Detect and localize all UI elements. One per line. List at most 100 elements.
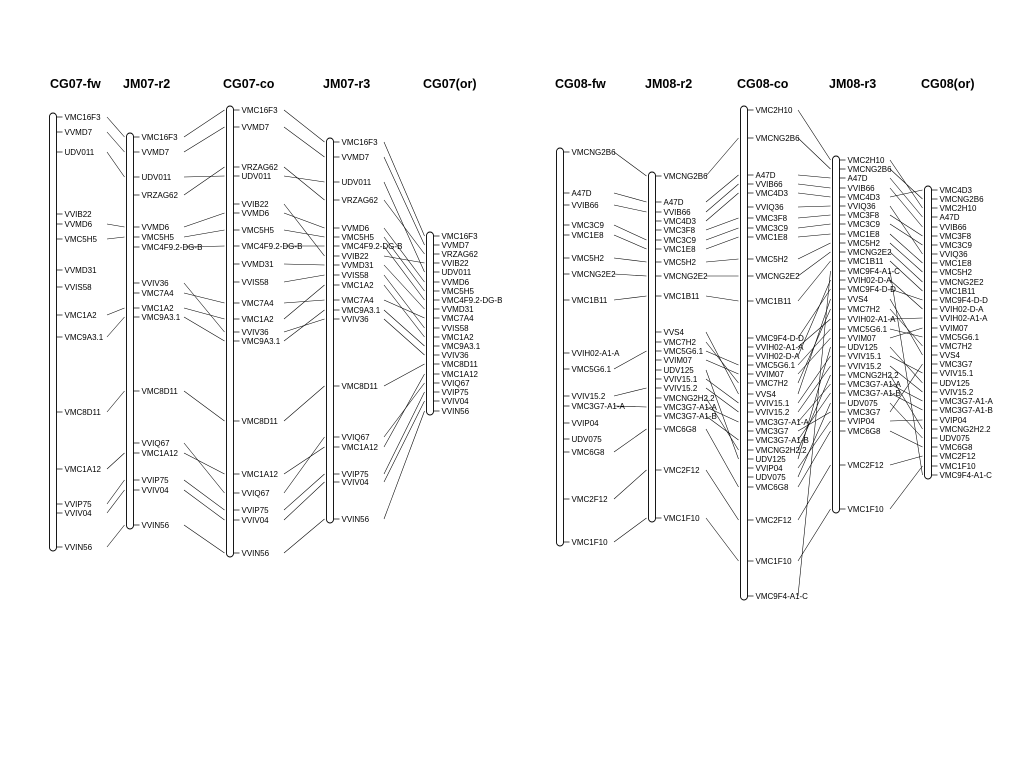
marker-label: VVIP04 [572, 419, 600, 428]
marker-link-vmc7h2 [705, 341, 739, 384]
marker-label: VVIQ36 [756, 203, 785, 212]
marker-label: VVMD7 [442, 241, 470, 250]
marker-label: VRZAG62 [342, 196, 379, 205]
marker-link-vmc4f9-2-dg-b [183, 245, 225, 248]
marker-label: UDV011 [242, 172, 272, 181]
marker-label: VMC5H5 [142, 233, 175, 242]
marker-label: VMC9A3.1 [242, 337, 281, 346]
map-title: JM08-r3 [829, 77, 876, 91]
marker-link-a47d [705, 174, 739, 203]
marker-label: VMC1A12 [342, 443, 379, 452]
marker-label: VMCNG2E2 [664, 272, 709, 281]
marker-link-vmc8d11 [383, 363, 425, 387]
marker-label: VMC5H2 [940, 268, 973, 277]
map-title: CG07-fw [50, 77, 101, 91]
marker-link-a47d [797, 174, 831, 179]
marker-link-vmcng2b6 [705, 137, 739, 177]
marker-link-vmc1a2 [106, 307, 125, 316]
marker-label: VVMD7 [342, 153, 370, 162]
marker-label: VVIQ67 [242, 489, 271, 498]
marker-label: VMC4D3 [848, 193, 881, 202]
chromosome-bar [740, 105, 748, 601]
marker-label: VMCNG2E2 [756, 272, 801, 281]
marker-link-vmc5g6-1 [705, 350, 739, 366]
chromosome-bar [556, 147, 564, 547]
marker-link-vmc4f9-2-dg-b [383, 245, 425, 301]
marker-link-vvmd7 [283, 126, 325, 158]
marker-label: VVIB22 [242, 200, 270, 209]
marker-link-vmc1a12 [383, 373, 425, 448]
map-jm07-r2: JM07-r2VMC16F3VVMD7UDV011VRZAG62VVMD6VMC… [123, 77, 202, 530]
marker-label: VVMD31 [342, 261, 375, 270]
linkage-groups: CG07-fwVMC16F3VVMD7UDV011VVIB22VVMD6VMC5… [49, 77, 994, 601]
marker-label: UDV011 [142, 173, 172, 182]
map-title: CG08-fw [555, 77, 606, 91]
marker-label: VMC1B11 [756, 297, 792, 306]
marker-link-vmc1f10 [613, 517, 647, 543]
marker-label: VMC2H10 [848, 156, 885, 165]
marker-label: VVIB22 [342, 252, 370, 261]
marker-label: VMC3G7-A1-A [756, 418, 810, 427]
marker-label: VVIN56 [242, 549, 270, 558]
marker-link-vmc1e8 [889, 233, 923, 264]
marker-label: VMC16F3 [342, 138, 379, 147]
marker-label: VMC5G6.1 [848, 325, 888, 334]
marker-link-vmc1a2 [183, 307, 225, 320]
marker-label: VMC3F8 [756, 214, 788, 223]
marker-label: VMCNG2E2 [940, 278, 985, 287]
marker-label: VMC1A2 [342, 281, 375, 290]
marker-label: VMCNG2H2.2 [756, 446, 808, 455]
marker-label: VMC3C9 [848, 220, 881, 229]
marker-label: VVIV04 [342, 478, 370, 487]
marker-link-vmc1f10 [797, 508, 831, 562]
marker-label: VMC9F4-A1-C [940, 471, 993, 480]
map-title: CG07-co [223, 77, 275, 91]
marker-label: VMC7H2 [848, 305, 881, 314]
marker-link-vvih02-d-a [797, 279, 831, 357]
marker-label: VVIB22 [442, 259, 470, 268]
marker-label: VMC3F8 [940, 232, 972, 241]
marker-link-vvin56 [106, 524, 125, 548]
map-jm07-r3: JM07-r3VMC16F3VVMD7UDV011VRZAG62VVMD6VMC… [323, 77, 402, 524]
marker-link-vmc3f8 [797, 214, 831, 219]
marker-label: VVMD31 [442, 305, 475, 314]
marker-label: VVIP75 [65, 500, 93, 509]
marker-label: VVIB66 [848, 184, 876, 193]
marker-label: VVIV36 [242, 328, 270, 337]
marker-label: VVMD7 [65, 128, 93, 137]
marker-label: VVIB22 [65, 210, 93, 219]
marker-label: VVIH02-D-A [848, 276, 893, 285]
marker-label: UDV075 [572, 435, 603, 444]
marker-label: VVMD6 [65, 220, 93, 229]
marker-link-vvmd6 [283, 212, 325, 229]
marker-label: A47D [848, 174, 868, 183]
marker-link-vmcng2e2 [613, 273, 647, 277]
marker-label: VMC1E8 [848, 230, 881, 239]
marker-label: VMC3G7 [848, 408, 881, 417]
map-cg08-or: CG08(or)VMC4D3VMCNG2B6VMC2H10A47DVVIB66V… [921, 77, 994, 480]
marker-link-vmc5h2 [613, 257, 647, 263]
marker-label: VMC2F12 [940, 452, 977, 461]
marker-link-vvip04 [797, 420, 831, 469]
marker-label: VMC1A12 [442, 370, 479, 379]
marker-link-vmc16f3 [283, 109, 325, 143]
marker-label: VMC6G8 [664, 425, 697, 434]
marker-link-vmc1b11 [797, 260, 831, 302]
marker-link-vmc5h5 [283, 229, 325, 238]
marker-link-vvmd6 [106, 223, 125, 228]
marker-label: VMCNG2B6 [940, 195, 985, 204]
marker-link-vviq36 [889, 205, 923, 255]
marker-label: VMC9A3.1 [65, 333, 104, 342]
marker-label: VMC1F10 [756, 557, 793, 566]
chromosome-bar [326, 137, 334, 524]
marker-link-vmc16f3 [383, 141, 425, 237]
marker-link-vmc1e8 [705, 236, 739, 250]
marker-label: VVIV04 [242, 516, 270, 525]
marker-link-vmcng2e2 [797, 251, 831, 277]
marker-label: VVIB66 [664, 208, 692, 217]
marker-link-vviq67 [283, 436, 325, 494]
marker-label: VVIV15.1 [664, 375, 698, 384]
marker-label: VMC3C9 [756, 224, 789, 233]
marker-link-vmc1a2 [383, 284, 425, 338]
